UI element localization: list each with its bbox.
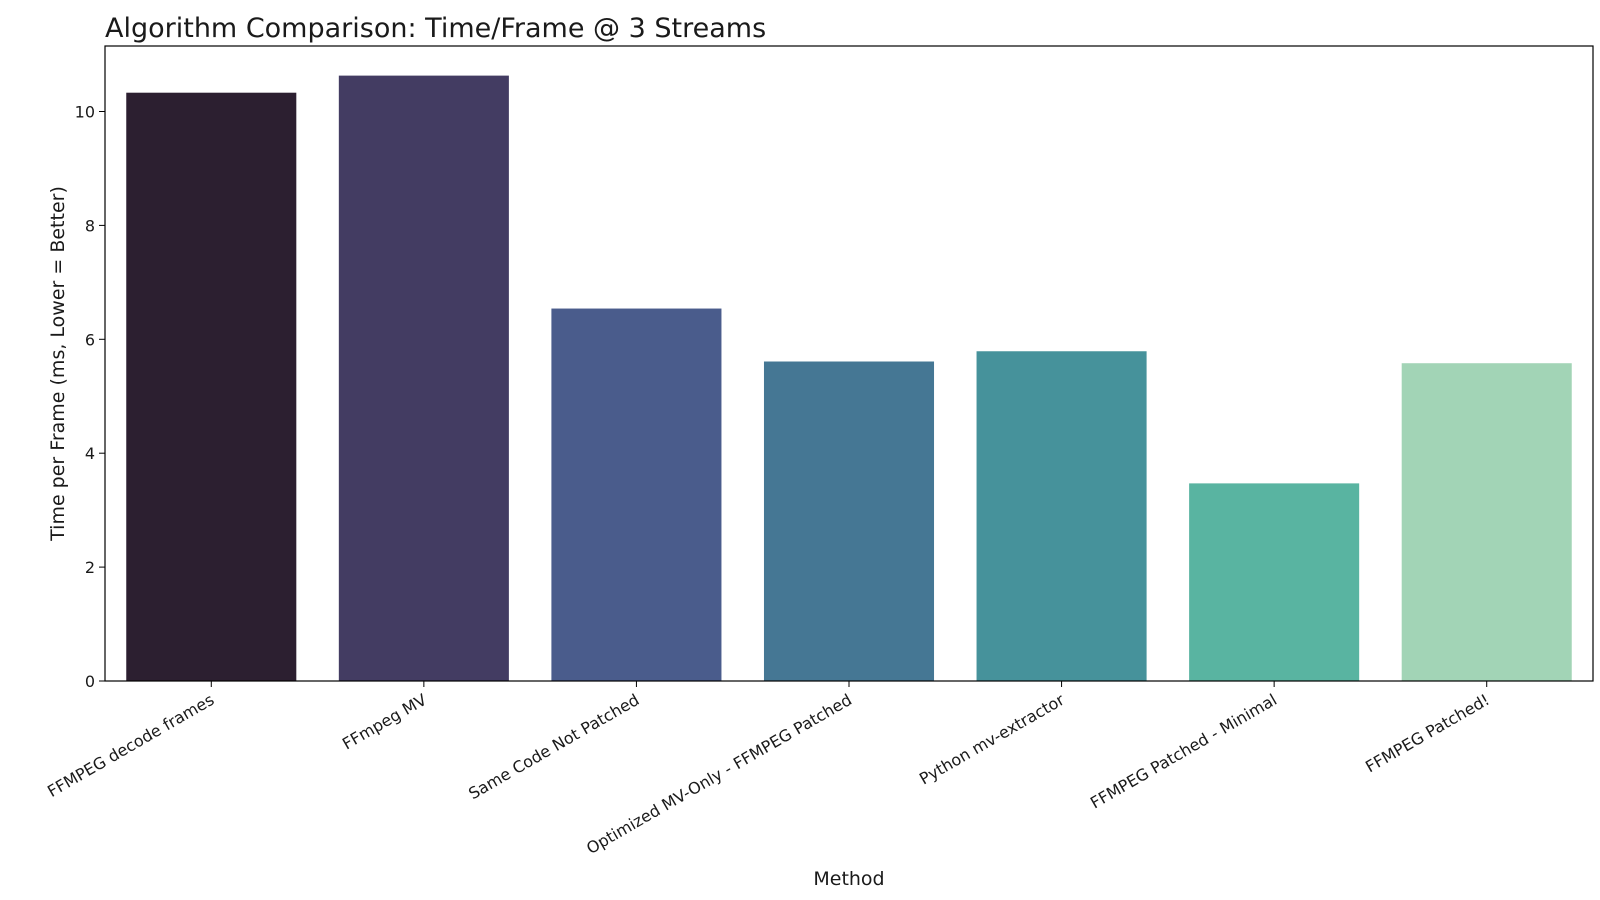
bar-4 [763,361,935,681]
x-tick-label: FFMPEG Patched - Minimal [1087,690,1280,812]
bar-5 [976,351,1147,681]
y-axis-label: Time per Frame (ms, Lower = Better) [47,186,69,542]
bar-7 [1401,363,1572,681]
x-tick-label: Python mv-extractor [916,690,1068,789]
bars-group [126,75,1572,681]
y-tick-label: 8 [85,216,95,235]
x-tick-label: Same Code Not Patched [465,690,642,803]
bar-3 [551,308,722,681]
bar-2 [338,75,509,681]
y-tick-label: 4 [85,444,95,463]
x-tick-label: FFMPEG decode frames [44,690,217,801]
y-axis: 0 2 4 6 8 10 [75,102,105,691]
bar-6 [1189,483,1360,681]
x-axis-label: Method [813,868,884,890]
y-tick-label: 2 [85,558,95,577]
bar-1 [126,92,297,681]
x-tick-label: FFmpeg MV [339,690,430,753]
y-tick-label: 0 [85,672,95,691]
plot-frame [104,45,1594,682]
y-tick-label: 6 [85,330,95,349]
x-axis: FFMPEG decode frames FFmpeg MV Same Code N… [44,681,1493,858]
chart-title: Algorithm Comparison: Time/Frame @ 3 Str… [105,13,766,44]
x-tick-label: FFMPEG Patched! [1362,690,1493,776]
y-tick-label: 10 [75,102,95,121]
